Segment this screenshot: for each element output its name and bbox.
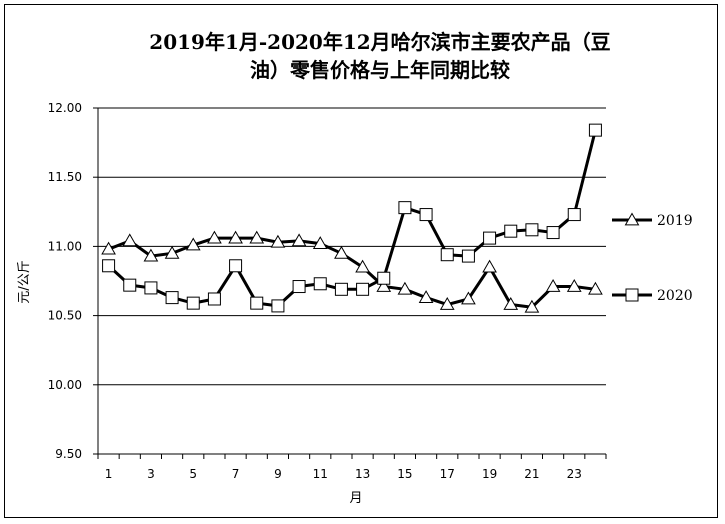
legend-marker: [624, 212, 640, 226]
data-point-2020: [229, 259, 243, 273]
data-point-2020: [292, 280, 306, 294]
x-tick-labels: 1 3 5 7 9 11 13 15 17 19 21 23: [105, 467, 582, 481]
y-tick-labels: 9.50 10.00 10.50 11.00 11.50 12.00: [48, 101, 82, 461]
data-point-2020: [419, 208, 433, 222]
data-point-2020: [588, 123, 602, 137]
data-point-2020: [546, 226, 560, 240]
x-tick-label: 17: [440, 467, 455, 481]
legend-label: 2020: [657, 288, 693, 304]
series-line-2019: [108, 236, 596, 309]
grid-lines: [98, 107, 606, 386]
x-tick-label: 7: [232, 467, 240, 481]
data-point-2020: [525, 223, 539, 237]
data-point-2020: [483, 231, 497, 245]
data-point-2019: [461, 291, 476, 305]
data-point-2019: [334, 245, 349, 259]
data-point-2019: [143, 248, 159, 262]
legend-label: 2019: [657, 213, 693, 229]
y-tick-label: 11.50: [48, 170, 82, 184]
data-point-2019: [566, 279, 582, 292]
axes: [93, 107, 607, 459]
y-tick-label: 10.00: [48, 378, 82, 392]
x-tick-label: 3: [147, 467, 155, 481]
series-2019: [101, 230, 603, 313]
y-tick-label: 11.00: [48, 239, 82, 253]
chart-title-line-1: 2019年1月-2020年12月哈尔滨市主要农产品（豆: [149, 30, 611, 54]
data-point-2019: [312, 236, 328, 250]
chart-frame: [4, 4, 718, 518]
data-point-2020: [377, 271, 391, 285]
data-point-2020: [398, 201, 412, 215]
data-point-2019: [524, 299, 540, 313]
x-tick-label: 1: [105, 467, 113, 481]
x-axis-label: 月: [349, 491, 362, 506]
data-point-2020: [207, 292, 221, 306]
series-2020: [102, 123, 602, 313]
x-tick-label: 21: [524, 467, 539, 481]
data-point-2020: [313, 277, 327, 291]
x-tick-label: 5: [189, 467, 197, 481]
chart-title: 2019年1月-2020年12月哈尔滨市主要农产品（豆 油）零售价格与上年同期比…: [110, 28, 650, 84]
y-tick-label: 9.50: [55, 447, 82, 461]
data-point-2019: [101, 241, 116, 255]
data-point-2019: [355, 259, 370, 273]
data-point-2020: [440, 248, 454, 262]
data-point-2019: [228, 230, 243, 244]
x-tick-label: 13: [355, 467, 370, 481]
data-point-2019: [439, 297, 455, 310]
data-point-2020: [123, 278, 137, 292]
data-point-2020: [356, 282, 370, 296]
data-point-2019: [270, 234, 286, 248]
data-point-2019: [503, 297, 519, 310]
series: [101, 123, 603, 313]
legend-item-2020: 2020: [612, 288, 693, 304]
data-point-2020: [250, 296, 264, 310]
data-point-2020: [461, 249, 475, 263]
data-point-2019: [545, 279, 561, 292]
x-tick-label: 15: [397, 467, 412, 481]
data-point-2020: [144, 281, 158, 295]
y-tick-label: 10.50: [48, 309, 82, 323]
data-point-2019: [291, 233, 307, 247]
data-point-2019: [207, 230, 222, 244]
y-tick-label: 12.00: [48, 101, 82, 115]
data-point-2020: [271, 299, 285, 313]
data-point-2020: [334, 282, 348, 296]
data-point-2019: [418, 290, 434, 303]
data-point-2019: [122, 233, 138, 247]
data-point-2019: [588, 281, 603, 295]
legend-item-2019: 2019: [612, 212, 693, 229]
x-tick-label: 19: [482, 467, 497, 481]
y-axis-label: 元/公斤: [17, 260, 32, 303]
data-point-2019: [185, 237, 201, 251]
legend: 2019 2020: [612, 212, 693, 304]
data-point-2019: [397, 281, 413, 295]
data-point-2020: [165, 291, 179, 305]
data-point-2019: [376, 279, 392, 292]
data-point-2019: [164, 245, 180, 259]
x-tick-label: 23: [567, 467, 582, 481]
data-point-2020: [504, 224, 518, 238]
series-line-2020: [107, 129, 597, 308]
data-point-2020: [186, 296, 200, 310]
data-point-2020: [102, 259, 116, 273]
data-point-2019: [249, 230, 265, 244]
x-tick-label: 9: [274, 467, 282, 481]
x-tick-label: 11: [313, 467, 328, 481]
data-point-2020: [567, 208, 581, 222]
legend-marker: [625, 288, 639, 302]
chart-title-line-2: 油）零售价格与上年同期比较: [250, 58, 510, 82]
data-point-2019: [482, 259, 497, 273]
